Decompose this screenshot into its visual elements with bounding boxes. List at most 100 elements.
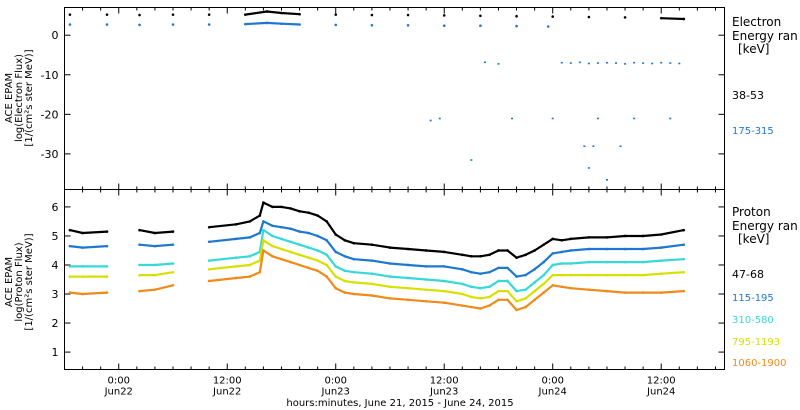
proton-point	[587, 236, 591, 239]
proton-point	[298, 243, 301, 246]
proton-point	[641, 260, 645, 264]
electron-series-line	[245, 23, 548, 27]
proton-point	[605, 260, 609, 264]
electron-point	[280, 22, 283, 26]
proton-legend-title: Proton	[732, 205, 771, 219]
proton-point	[370, 282, 374, 286]
electron-point	[515, 14, 518, 18]
proton-point	[289, 207, 292, 210]
proton-point	[569, 286, 573, 290]
electron-point	[334, 23, 338, 27]
electron-point	[660, 61, 663, 64]
proton-point	[470, 305, 473, 309]
electron-point	[138, 23, 141, 27]
electron-point	[334, 13, 338, 16]
proton-point	[488, 253, 491, 257]
proton-point	[298, 253, 301, 257]
electron-point	[682, 17, 686, 21]
electron-point	[442, 14, 446, 17]
proton-point	[248, 275, 252, 278]
proton-point	[470, 254, 473, 258]
proton-point	[461, 253, 464, 257]
proton-point	[325, 253, 328, 257]
electron-point	[370, 24, 374, 27]
proton-point	[138, 273, 141, 277]
proton-point	[442, 265, 446, 268]
proton-point	[280, 237, 283, 241]
proton-point	[271, 234, 274, 238]
electron-point	[642, 62, 645, 64]
electron-point	[624, 63, 627, 65]
proton-ylabel-line1: ACE EPAM	[4, 257, 15, 307]
proton-point	[289, 227, 292, 230]
proton-series-4	[68, 249, 686, 312]
proton-point	[515, 256, 518, 260]
proton-point	[262, 220, 265, 223]
proton-point	[479, 297, 482, 300]
electron-point	[483, 61, 486, 64]
electron-ytick-label: 0	[52, 29, 59, 42]
proton-point	[682, 228, 686, 232]
electron-point	[442, 24, 446, 28]
proton-point	[153, 273, 157, 277]
electron-ytick-label: -20	[41, 108, 59, 121]
electron-legend-175-315: 175-315	[732, 126, 774, 137]
proton-point	[659, 272, 663, 275]
proton-point	[138, 243, 141, 246]
electron-point	[583, 145, 586, 147]
proton-point	[524, 273, 527, 277]
proton-point	[461, 304, 464, 307]
proton-point	[325, 275, 328, 278]
electron-point	[678, 62, 681, 65]
proton-point	[105, 230, 109, 233]
proton-point	[682, 270, 686, 274]
electron-point	[515, 24, 518, 28]
proton-point	[280, 225, 283, 229]
proton-point	[298, 263, 301, 267]
electron-point	[669, 117, 672, 120]
proton-point	[623, 260, 627, 264]
proton-point	[68, 244, 72, 248]
proton-point	[352, 257, 356, 261]
proton-point	[569, 273, 573, 277]
proton-point	[153, 263, 157, 267]
electron-series-line	[245, 10, 684, 21]
electron-point	[244, 13, 247, 16]
proton-point	[316, 269, 319, 273]
data-points	[68, 10, 686, 312]
proton-point	[623, 234, 627, 238]
proton-series-1	[68, 220, 686, 278]
proton-point	[406, 247, 410, 251]
electron-point	[265, 21, 269, 25]
electron-point	[138, 13, 141, 17]
electron-point	[497, 63, 500, 65]
proton-point	[280, 247, 283, 251]
electron-point	[105, 13, 109, 16]
proton-point	[551, 252, 555, 255]
proton-point	[262, 239, 265, 242]
xtick-time-label: 0:00	[324, 376, 346, 387]
proton-point	[533, 298, 536, 302]
proton-point	[325, 239, 328, 242]
proton-point	[153, 231, 157, 235]
proton-point	[307, 246, 310, 249]
proton-point	[68, 291, 72, 294]
proton-point	[623, 291, 627, 294]
electron-point	[479, 24, 482, 28]
proton-point	[343, 269, 347, 273]
proton-point	[442, 279, 446, 283]
proton-point	[560, 285, 564, 289]
proton-point	[370, 259, 374, 262]
proton-point	[424, 265, 428, 268]
proton-point	[316, 214, 319, 217]
electron-point	[171, 13, 175, 16]
proton-point	[258, 259, 262, 262]
proton-point	[488, 270, 491, 274]
proton-point	[524, 253, 527, 257]
proton-point	[138, 263, 141, 267]
electron-series-2	[429, 61, 681, 181]
proton-point	[153, 244, 157, 248]
proton-point	[479, 272, 482, 275]
proton-point	[560, 262, 564, 265]
